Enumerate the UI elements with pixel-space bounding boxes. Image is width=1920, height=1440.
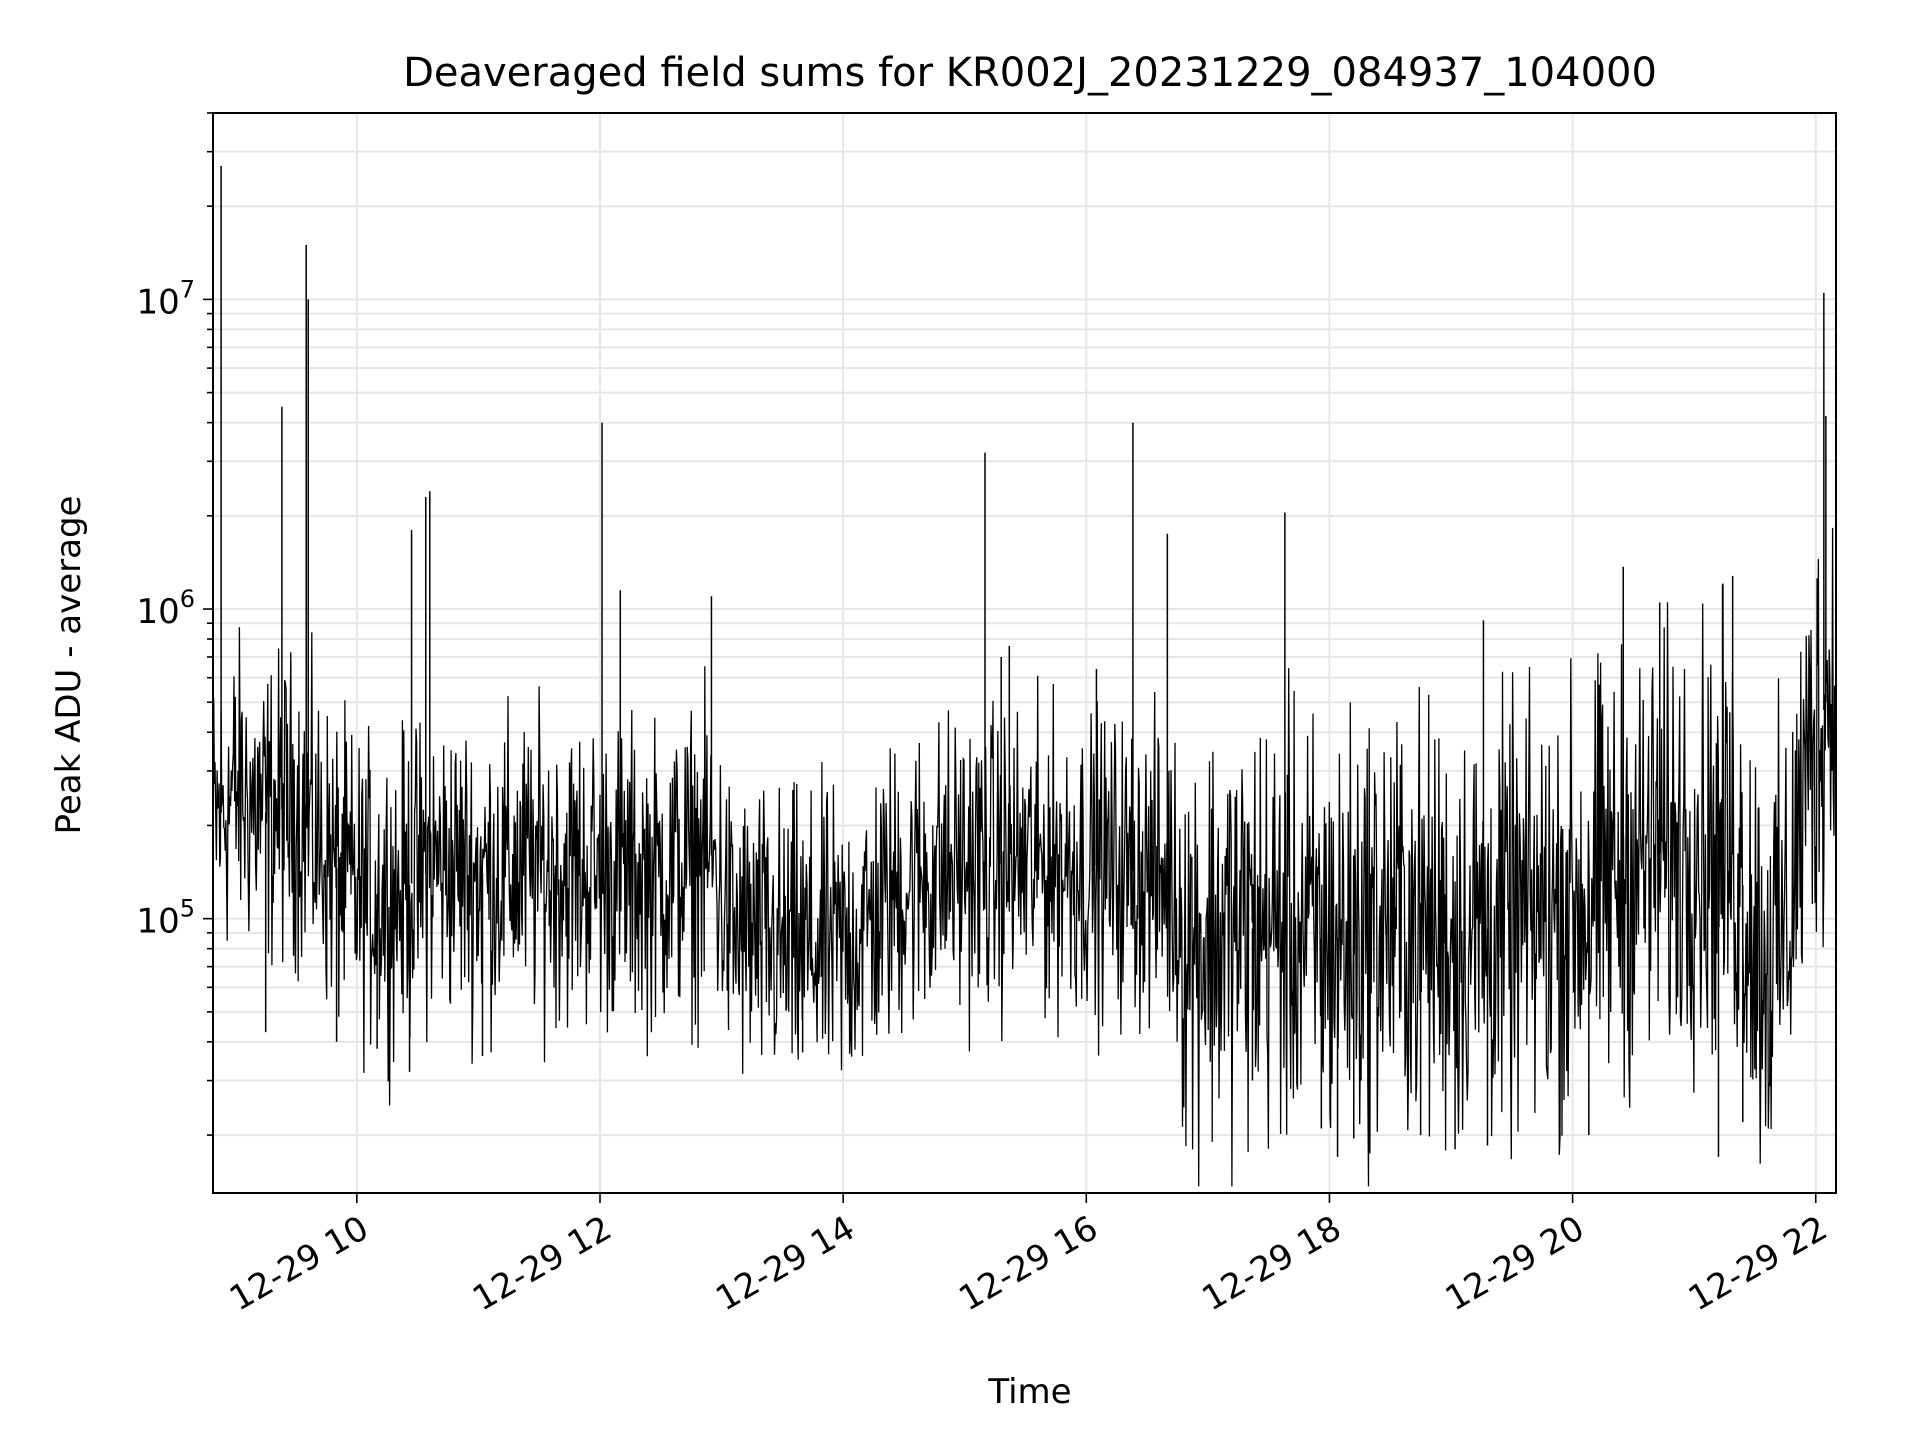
y-tick-label: 105 (136, 895, 195, 942)
chart-title: Deaveraged field sums for KR002J_2023122… (403, 50, 1657, 96)
y-axis-title: Peak ADU - average (49, 496, 89, 835)
series-line (212, 527, 1837, 1187)
x-axis-title: Time (987, 1372, 1071, 1412)
axes-frame (212, 112, 1837, 1194)
plot-area (212, 165, 1837, 1187)
y-tick-label: 107 (136, 275, 195, 322)
y-tick-label: 106 (136, 585, 195, 632)
